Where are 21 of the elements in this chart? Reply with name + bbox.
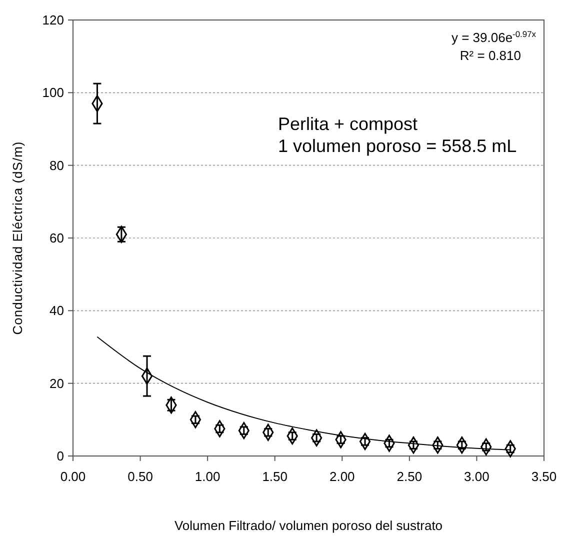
x-tick-label: 3.00 (464, 469, 490, 484)
y-tick-label: 60 (50, 230, 64, 246)
y-tick-label: 20 (50, 376, 64, 391)
y-tick-label: 120 (42, 12, 64, 28)
x-tick-label: 1.00 (194, 469, 220, 484)
x-tick-label: 2.50 (396, 469, 422, 484)
x-tick-label: 2.00 (329, 469, 355, 484)
annotation: 1 volumen poroso = 558.5 mL (278, 136, 517, 156)
y-axis-title: Conductividad Eléctrica (dS/m) (10, 141, 25, 335)
y-tick-label: 40 (50, 303, 64, 318)
annotation: R² = 0.810 (460, 48, 521, 63)
y-tick-label: 100 (42, 85, 64, 100)
x-tick-label: 0.50 (128, 469, 153, 484)
x-tick-label: 0.00 (60, 469, 86, 484)
y-tick-label: 80 (50, 158, 64, 173)
annotation: y = 39.06e$^{-0.97x}$ (451, 29, 537, 45)
annotation: Perlita + compost (278, 114, 418, 134)
x-axis-title: Volumen Filtrado/ volumen poroso del sustrato (174, 518, 443, 533)
y-tick-label: 0 (56, 448, 64, 464)
x-tick-label: 1.50 (262, 469, 288, 484)
x-tick-label: 3.50 (531, 469, 557, 484)
